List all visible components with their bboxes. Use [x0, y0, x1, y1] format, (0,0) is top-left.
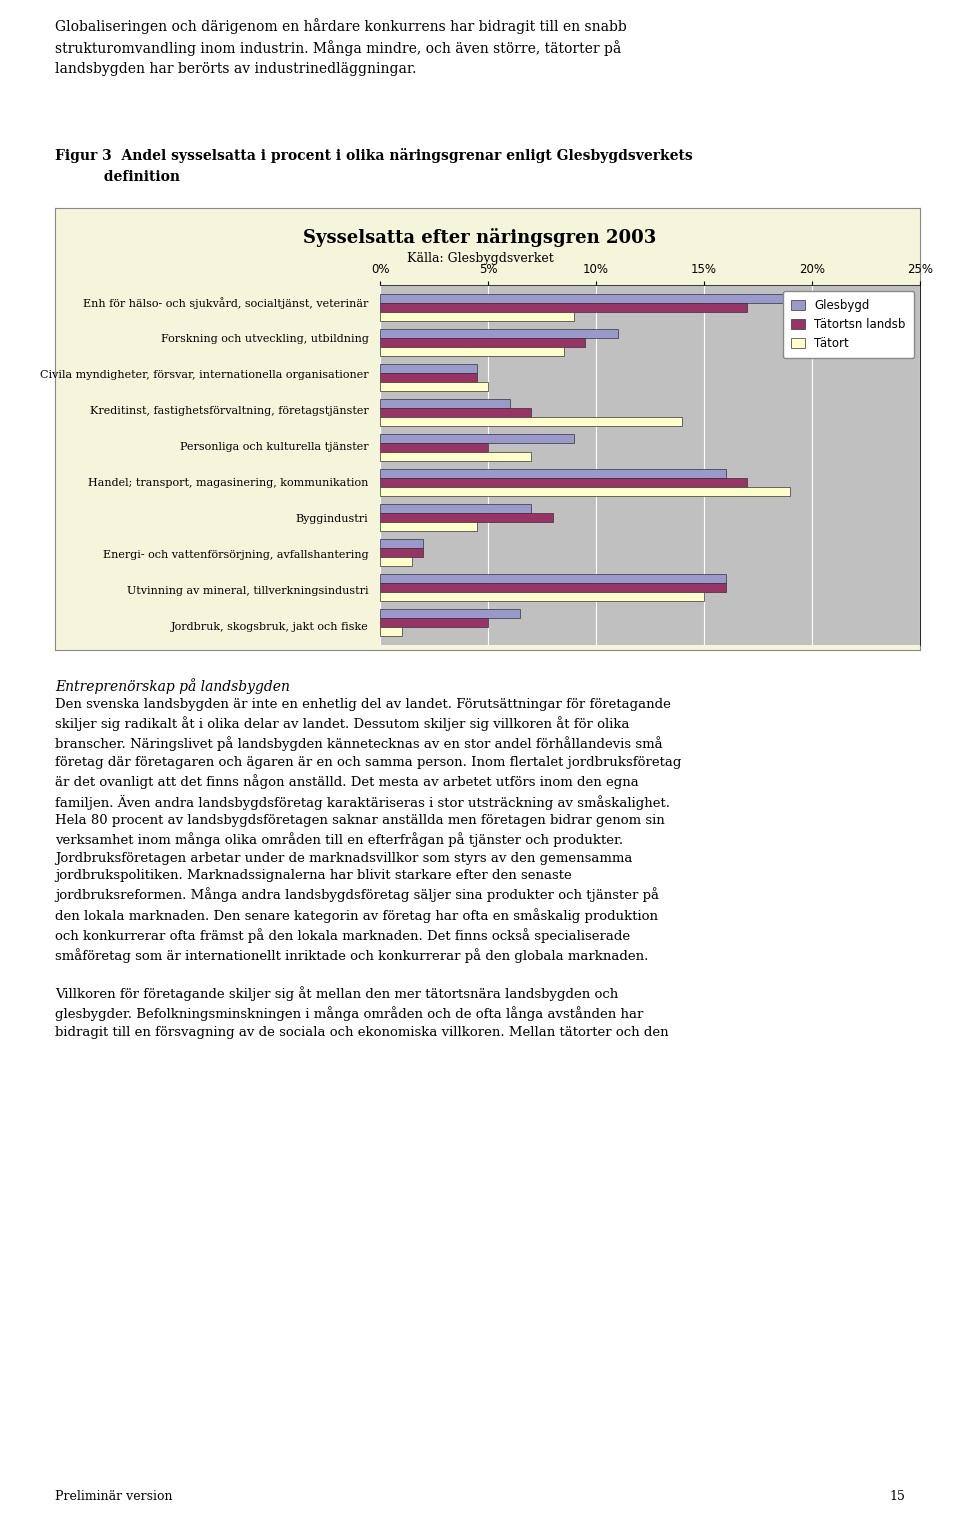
Bar [380, 443, 488, 452]
Bar [380, 364, 477, 373]
Bar [380, 452, 531, 461]
Text: Energi- och vattenförsörjning, avfallshantering: Energi- och vattenförsörjning, avfallsha… [103, 551, 369, 560]
Text: Enh för hälso- och sjukvård, socialtjänst, veterinär: Enh för hälso- och sjukvård, socialtjäns… [84, 297, 369, 309]
Text: Entreprenörskap på landsbygden: Entreprenörskap på landsbygden [55, 678, 290, 694]
Bar [380, 592, 704, 601]
Bar [380, 468, 726, 478]
Bar [380, 548, 423, 557]
Bar [380, 487, 790, 496]
Text: Byggindustri: Byggindustri [296, 514, 369, 525]
Bar [380, 329, 617, 338]
Bar [380, 417, 683, 426]
Bar [380, 627, 401, 636]
Text: Den svenska landsbygden är inte en enhetlig del av landet. Förutsättningar för f: Den svenska landsbygden är inte en enhet… [55, 698, 682, 1039]
Text: Sysselsatta efter näringsgren 2003: Sysselsatta efter näringsgren 2003 [303, 228, 657, 246]
Text: 15: 15 [889, 1491, 905, 1503]
Text: Preliminär version: Preliminär version [55, 1491, 173, 1503]
Bar [380, 608, 520, 618]
Text: Personliga och kulturella tjänster: Personliga och kulturella tjänster [180, 443, 369, 452]
Text: Kreditinst, fastighetsförvaltning, företagstjänster: Kreditinst, fastighetsförvaltning, föret… [89, 406, 369, 417]
Bar [380, 583, 726, 592]
Text: definition: definition [55, 170, 180, 184]
Bar [380, 338, 586, 347]
Bar [380, 433, 574, 443]
Bar [380, 312, 574, 321]
Bar [380, 373, 477, 382]
Text: Källa: Glesbygdsverket: Källa: Glesbygdsverket [407, 252, 553, 265]
Text: Forskning och utveckling, utbildning: Forskning och utveckling, utbildning [160, 335, 369, 344]
Bar [380, 478, 747, 487]
Bar [380, 503, 531, 513]
Text: Handel; transport, magasinering, kommunikation: Handel; transport, magasinering, kommuni… [88, 478, 369, 488]
Bar [380, 522, 477, 531]
Bar [380, 408, 531, 417]
Text: Jordbruk, skogsbruk, jakt och fiske: Jordbruk, skogsbruk, jakt och fiske [171, 622, 369, 633]
Bar [380, 618, 488, 627]
Bar [380, 538, 423, 548]
Bar [380, 303, 747, 312]
Bar [380, 513, 553, 522]
Text: Civila myndigheter, försvar, internationella organisationer: Civila myndigheter, försvar, internation… [40, 370, 369, 380]
Text: Utvinning av mineral, tillverkningsindustri: Utvinning av mineral, tillverkningsindus… [127, 586, 369, 596]
Legend: Glesbygd, Tätortsn landsb, Tätort: Glesbygd, Tätortsn landsb, Tätort [782, 291, 914, 359]
Bar [380, 557, 413, 566]
Bar [380, 573, 726, 583]
Bar [380, 347, 564, 356]
Bar [380, 294, 833, 303]
Bar [380, 382, 488, 391]
Text: Globaliseringen och därigenom en hårdare konkurrens har bidragit till en snabb
s: Globaliseringen och därigenom en hårdare… [55, 18, 627, 76]
Bar [380, 399, 510, 408]
Text: Figur 3  Andel sysselsatta i procent i olika näringsgrenar enligt Glesbygdsverke: Figur 3 Andel sysselsatta i procent i ol… [55, 148, 693, 163]
